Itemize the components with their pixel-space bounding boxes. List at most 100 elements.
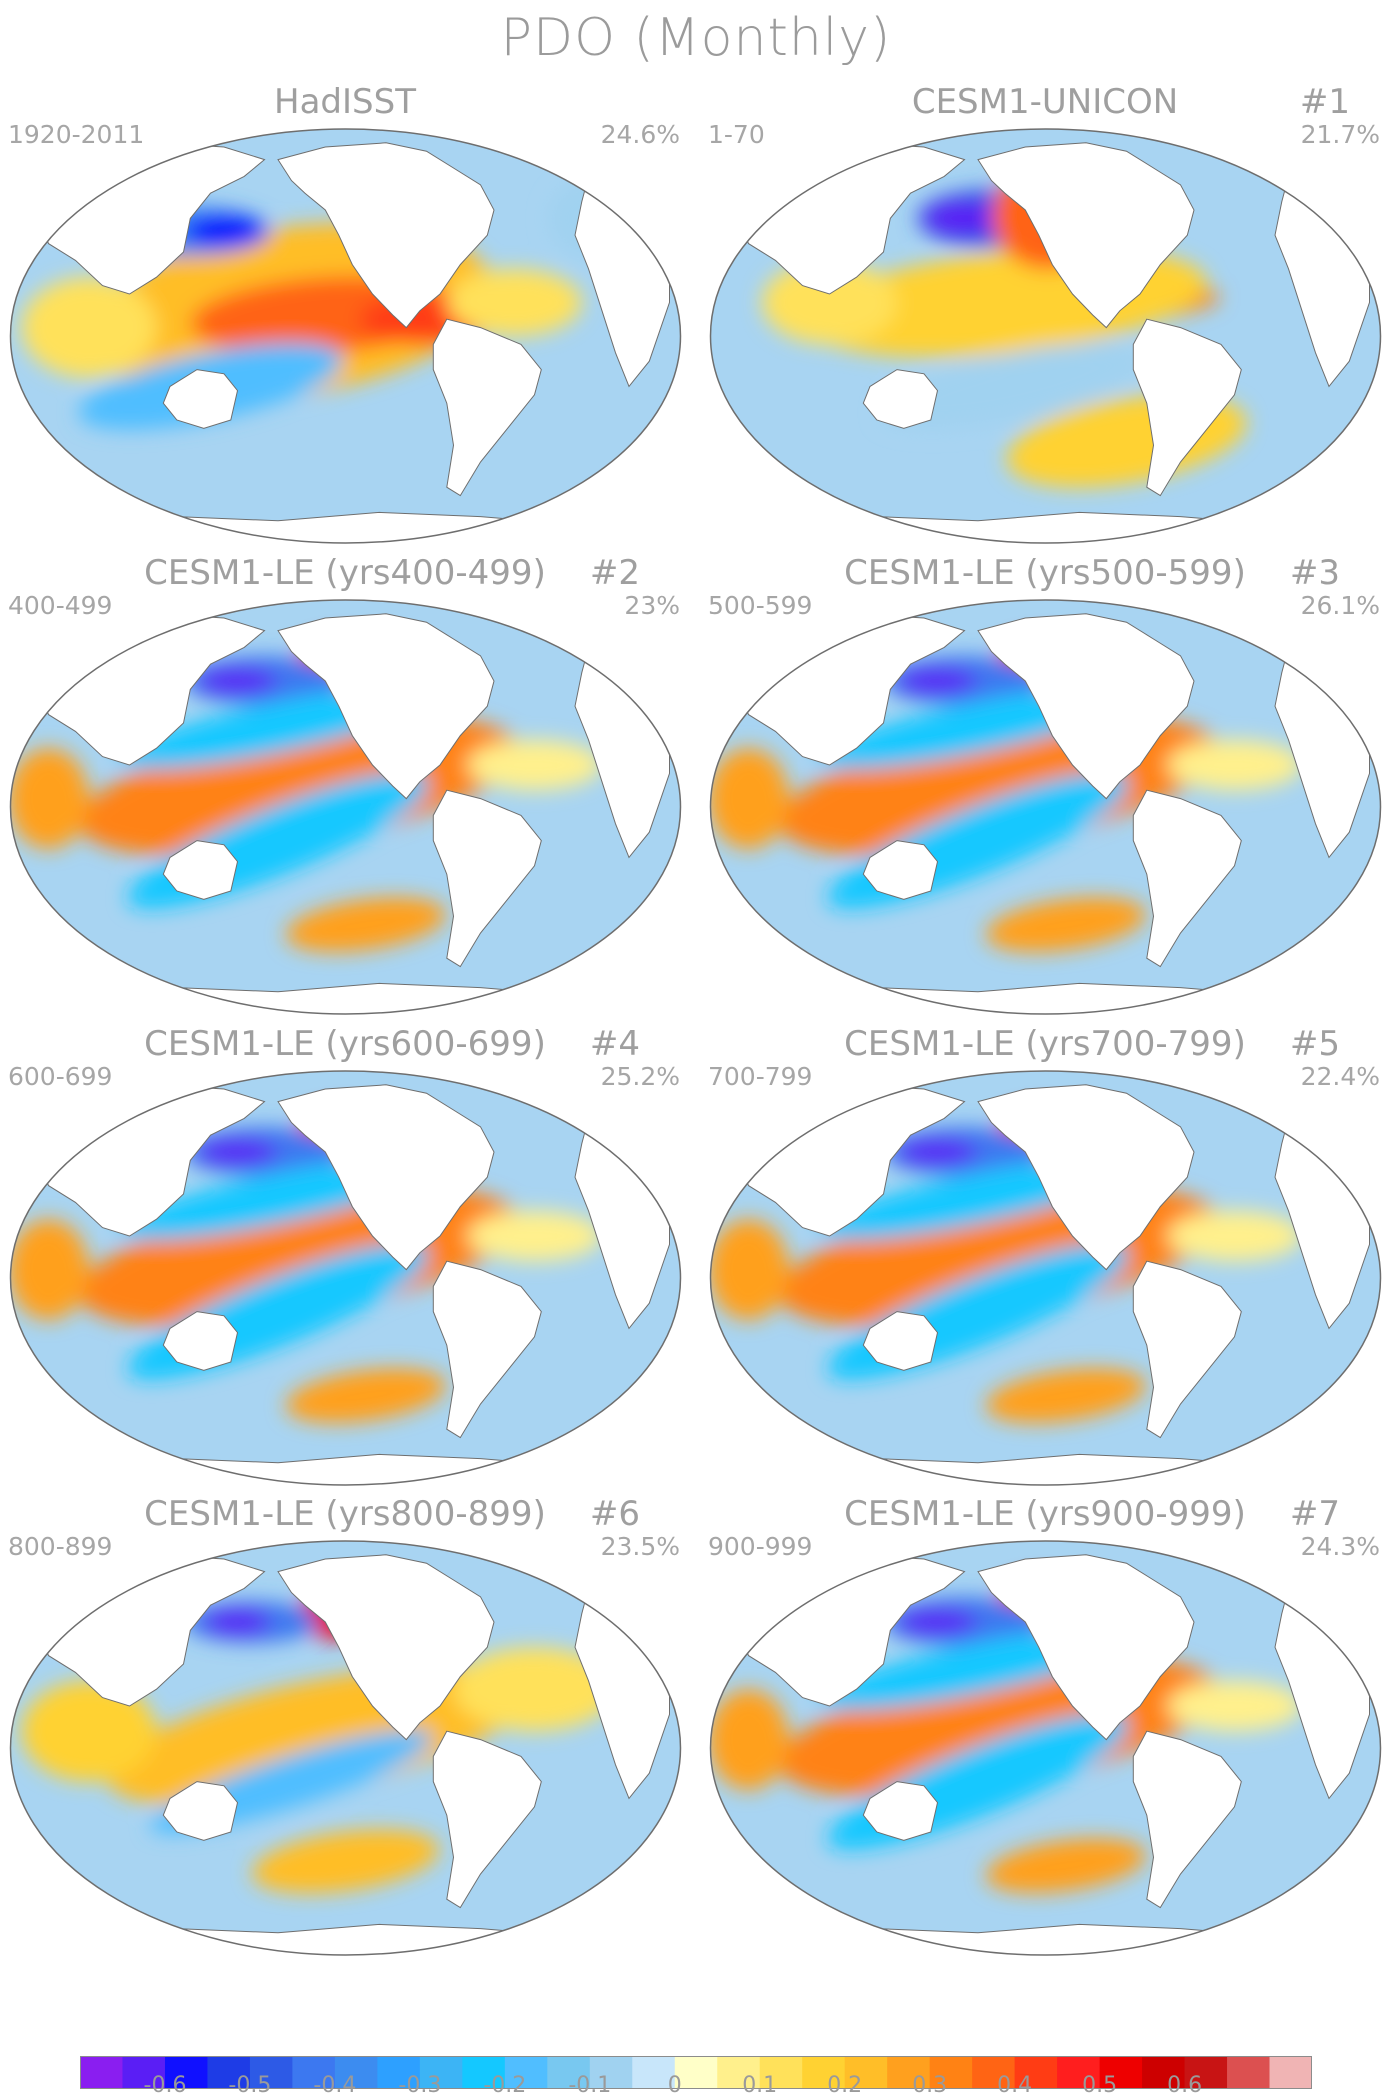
colorbar-swatch [929,2056,973,2089]
colorbar-swatch [589,2056,633,2089]
land-northAmerica [277,142,495,329]
panel-number: #5 [1289,1024,1340,1064]
anomaly-region [183,214,265,248]
panel-title: CESM1-LE (yrs700-799) [844,1024,1246,1064]
colorbar-swatch [377,2056,421,2089]
land-northAmerica [277,1084,495,1271]
land-antarctica [41,982,618,1014]
land-southAmerica [432,1260,542,1439]
land-northAmerica [977,1084,1195,1271]
map-panel: CESM1-LE (yrs600-699) #4 600-699 25.2% [0,1024,690,1494]
anomaly-region [985,897,1147,952]
sst-map [709,1070,1382,1486]
panel-years: 900-999 [708,1532,813,1561]
colorbar-swatch [887,2056,931,2089]
anomaly-region [710,748,789,850]
colorbar-swatch [547,2056,591,2089]
anomaly-region [762,260,897,345]
land-australia [862,1311,939,1371]
colorbar-swatch [632,2056,676,2089]
panel-title: CESM1-LE (yrs400-499) [144,553,546,593]
colorbar [80,2056,1312,2089]
land-northAmerica [277,613,495,800]
colorbar-tick-label: -0.4 [313,2073,356,2096]
sst-map [9,599,682,1015]
land-australia [862,840,939,900]
colorbar-tick-label: 0.3 [912,2073,947,2096]
panel-number: #7 [1289,1494,1340,1534]
anomaly-region [1167,739,1302,791]
panel-variance-percent: 24.3% [1300,1532,1380,1561]
colorbar-swatch [249,2056,293,2089]
land-australia [162,369,239,429]
anomaly-region [1167,1210,1302,1262]
land-australia [162,1781,239,1841]
anomaly-region [467,739,602,791]
anomaly-region [985,1368,1147,1423]
map-panel: CESM1-LE (yrs900-999) #7 900-999 24.3% [700,1494,1390,1964]
land-australia [862,369,939,429]
colorbar-swatch [122,2056,166,2089]
anomaly-region [897,1139,978,1165]
panel-number: #6 [589,1494,640,1534]
map-panel: CESM1-LE (yrs400-499) #2 400-499 23% [0,553,690,1023]
panel-title: CESM1-LE (yrs500-599) [844,553,1246,593]
colorbar-tick-label: -0.3 [398,2073,441,2096]
panel-number: #2 [589,553,640,593]
anomaly-region [21,277,157,378]
land-antarctica [741,511,1318,543]
colorbar-swatch [1099,2056,1143,2089]
sst-map [709,128,1382,544]
colorbar-swatch [164,2056,208,2089]
colorbar-swatch [292,2056,336,2089]
land-australia [162,840,239,900]
colorbar-swatch [802,2056,846,2089]
colorbar-swatch [1227,2056,1271,2089]
colorbar-tick-label: 0.5 [1082,2073,1117,2096]
colorbar-swatch [462,2056,506,2089]
colorbar-swatch [1014,2056,1058,2089]
map-border [709,1540,1382,1956]
land-southAmerica [432,789,542,968]
land-antarctica [41,1923,618,1955]
panel-years: 1-70 [708,120,765,149]
panel-number: #3 [1289,553,1340,593]
land-northAmerica [977,613,1195,800]
anomaly-region [21,1680,157,1782]
land-antarctica [741,1453,1318,1485]
colorbar-swatch [674,2056,718,2089]
colorbar-tick-label: -0.1 [568,2073,611,2096]
map-border [709,1070,1382,1486]
sst-map [709,1540,1382,1956]
colorbar-tick-label: 0.6 [1167,2073,1202,2096]
anomaly-region [879,343,1145,430]
land-southAmerica [432,1730,542,1909]
panel-variance-percent: 22.4% [1300,1062,1380,1091]
panel-variance-percent: 23.5% [600,1532,680,1561]
anomaly-region [251,1829,440,1894]
panel-variance-percent: 24.6% [600,120,680,149]
map-border [709,128,1382,544]
anomaly-region [710,1689,789,1791]
colorbar-swatch [1142,2056,1186,2089]
land-northAmerica [977,1554,1195,1741]
panel-variance-percent: 23% [624,591,680,620]
anomaly-region [1167,1680,1302,1732]
colorbar-tick-label: 0.2 [827,2073,862,2096]
anomaly-region [10,1219,89,1321]
panel-years: 1920-2011 [8,120,145,149]
anomaly-region [897,668,978,694]
colorbar-swatch [717,2056,761,2089]
anomaly-region [924,201,1005,236]
panel-years: 800-899 [8,1532,113,1561]
land-southAmerica [432,318,542,497]
colorbar-swatch [1057,2056,1101,2089]
map-border [9,599,682,1015]
panel-title: CESM1-LE (yrs900-999) [844,1494,1246,1534]
colorbar-swatch [759,2056,803,2089]
anomaly-region [446,268,582,336]
panel-number: #1 [1299,82,1350,122]
colorbar-swatch [80,2056,123,2089]
panel-variance-percent: 21.7% [1300,120,1380,149]
anomaly-region [285,897,447,952]
